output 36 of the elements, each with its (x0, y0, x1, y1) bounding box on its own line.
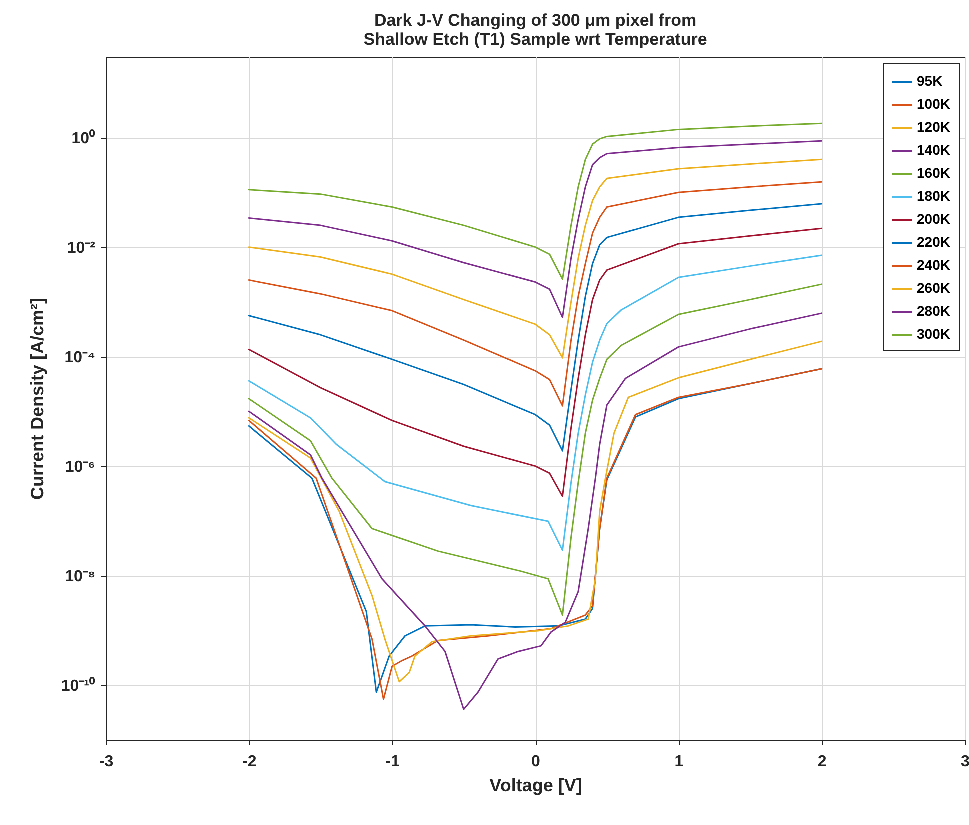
legend-label: 120K (917, 119, 950, 135)
y-tick-label: 10⁻⁶ (65, 458, 96, 476)
y-tick-label: 10⁻² (67, 240, 96, 257)
y-tick-label: 10⁻¹⁰ (61, 676, 96, 695)
line-series (248, 284, 823, 616)
x-tick-label: -1 (386, 754, 400, 770)
x-tick-label: -2 (242, 754, 257, 770)
y-axis-title: Current Density [A/cm²] (27, 298, 48, 500)
x-axis-title: Voltage [V] (490, 776, 582, 796)
y-tick-label: 10⁻⁸ (65, 568, 96, 586)
line-series (248, 122, 823, 280)
x-tick-label: 2 (818, 754, 827, 770)
x-tick-label: 1 (674, 754, 684, 770)
x-tick-label: 3 (961, 754, 969, 770)
legend-label: 240K (917, 257, 950, 273)
chart-title: Dark J-V Changing of 300 μm pixel from Shallow Etch (T1) Sample wrt Temperature (364, 11, 708, 49)
line-series (248, 181, 823, 407)
line-series (248, 228, 823, 498)
legend-label: 200K (917, 211, 950, 227)
legend-label: 260K (917, 280, 950, 296)
line-series (248, 254, 823, 552)
legend-label: 180K (917, 188, 950, 204)
legend-label: 140K (917, 142, 950, 158)
line-series (248, 140, 823, 318)
legend-label: 160K (917, 165, 950, 181)
line-series (248, 158, 823, 359)
legend-label: 95K (917, 73, 943, 89)
y-tick-label: 10⁻⁴ (64, 349, 96, 366)
legend-label: 100K (917, 96, 950, 112)
legend-label: 300K (917, 326, 950, 342)
y-tick-label: 10⁰ (72, 129, 96, 148)
x-tick-label: 0 (532, 754, 541, 770)
legend-label: 220K (917, 234, 950, 250)
x-tick-label: -3 (99, 754, 114, 770)
legend-label: 280K (917, 303, 950, 319)
line-series (248, 203, 823, 452)
